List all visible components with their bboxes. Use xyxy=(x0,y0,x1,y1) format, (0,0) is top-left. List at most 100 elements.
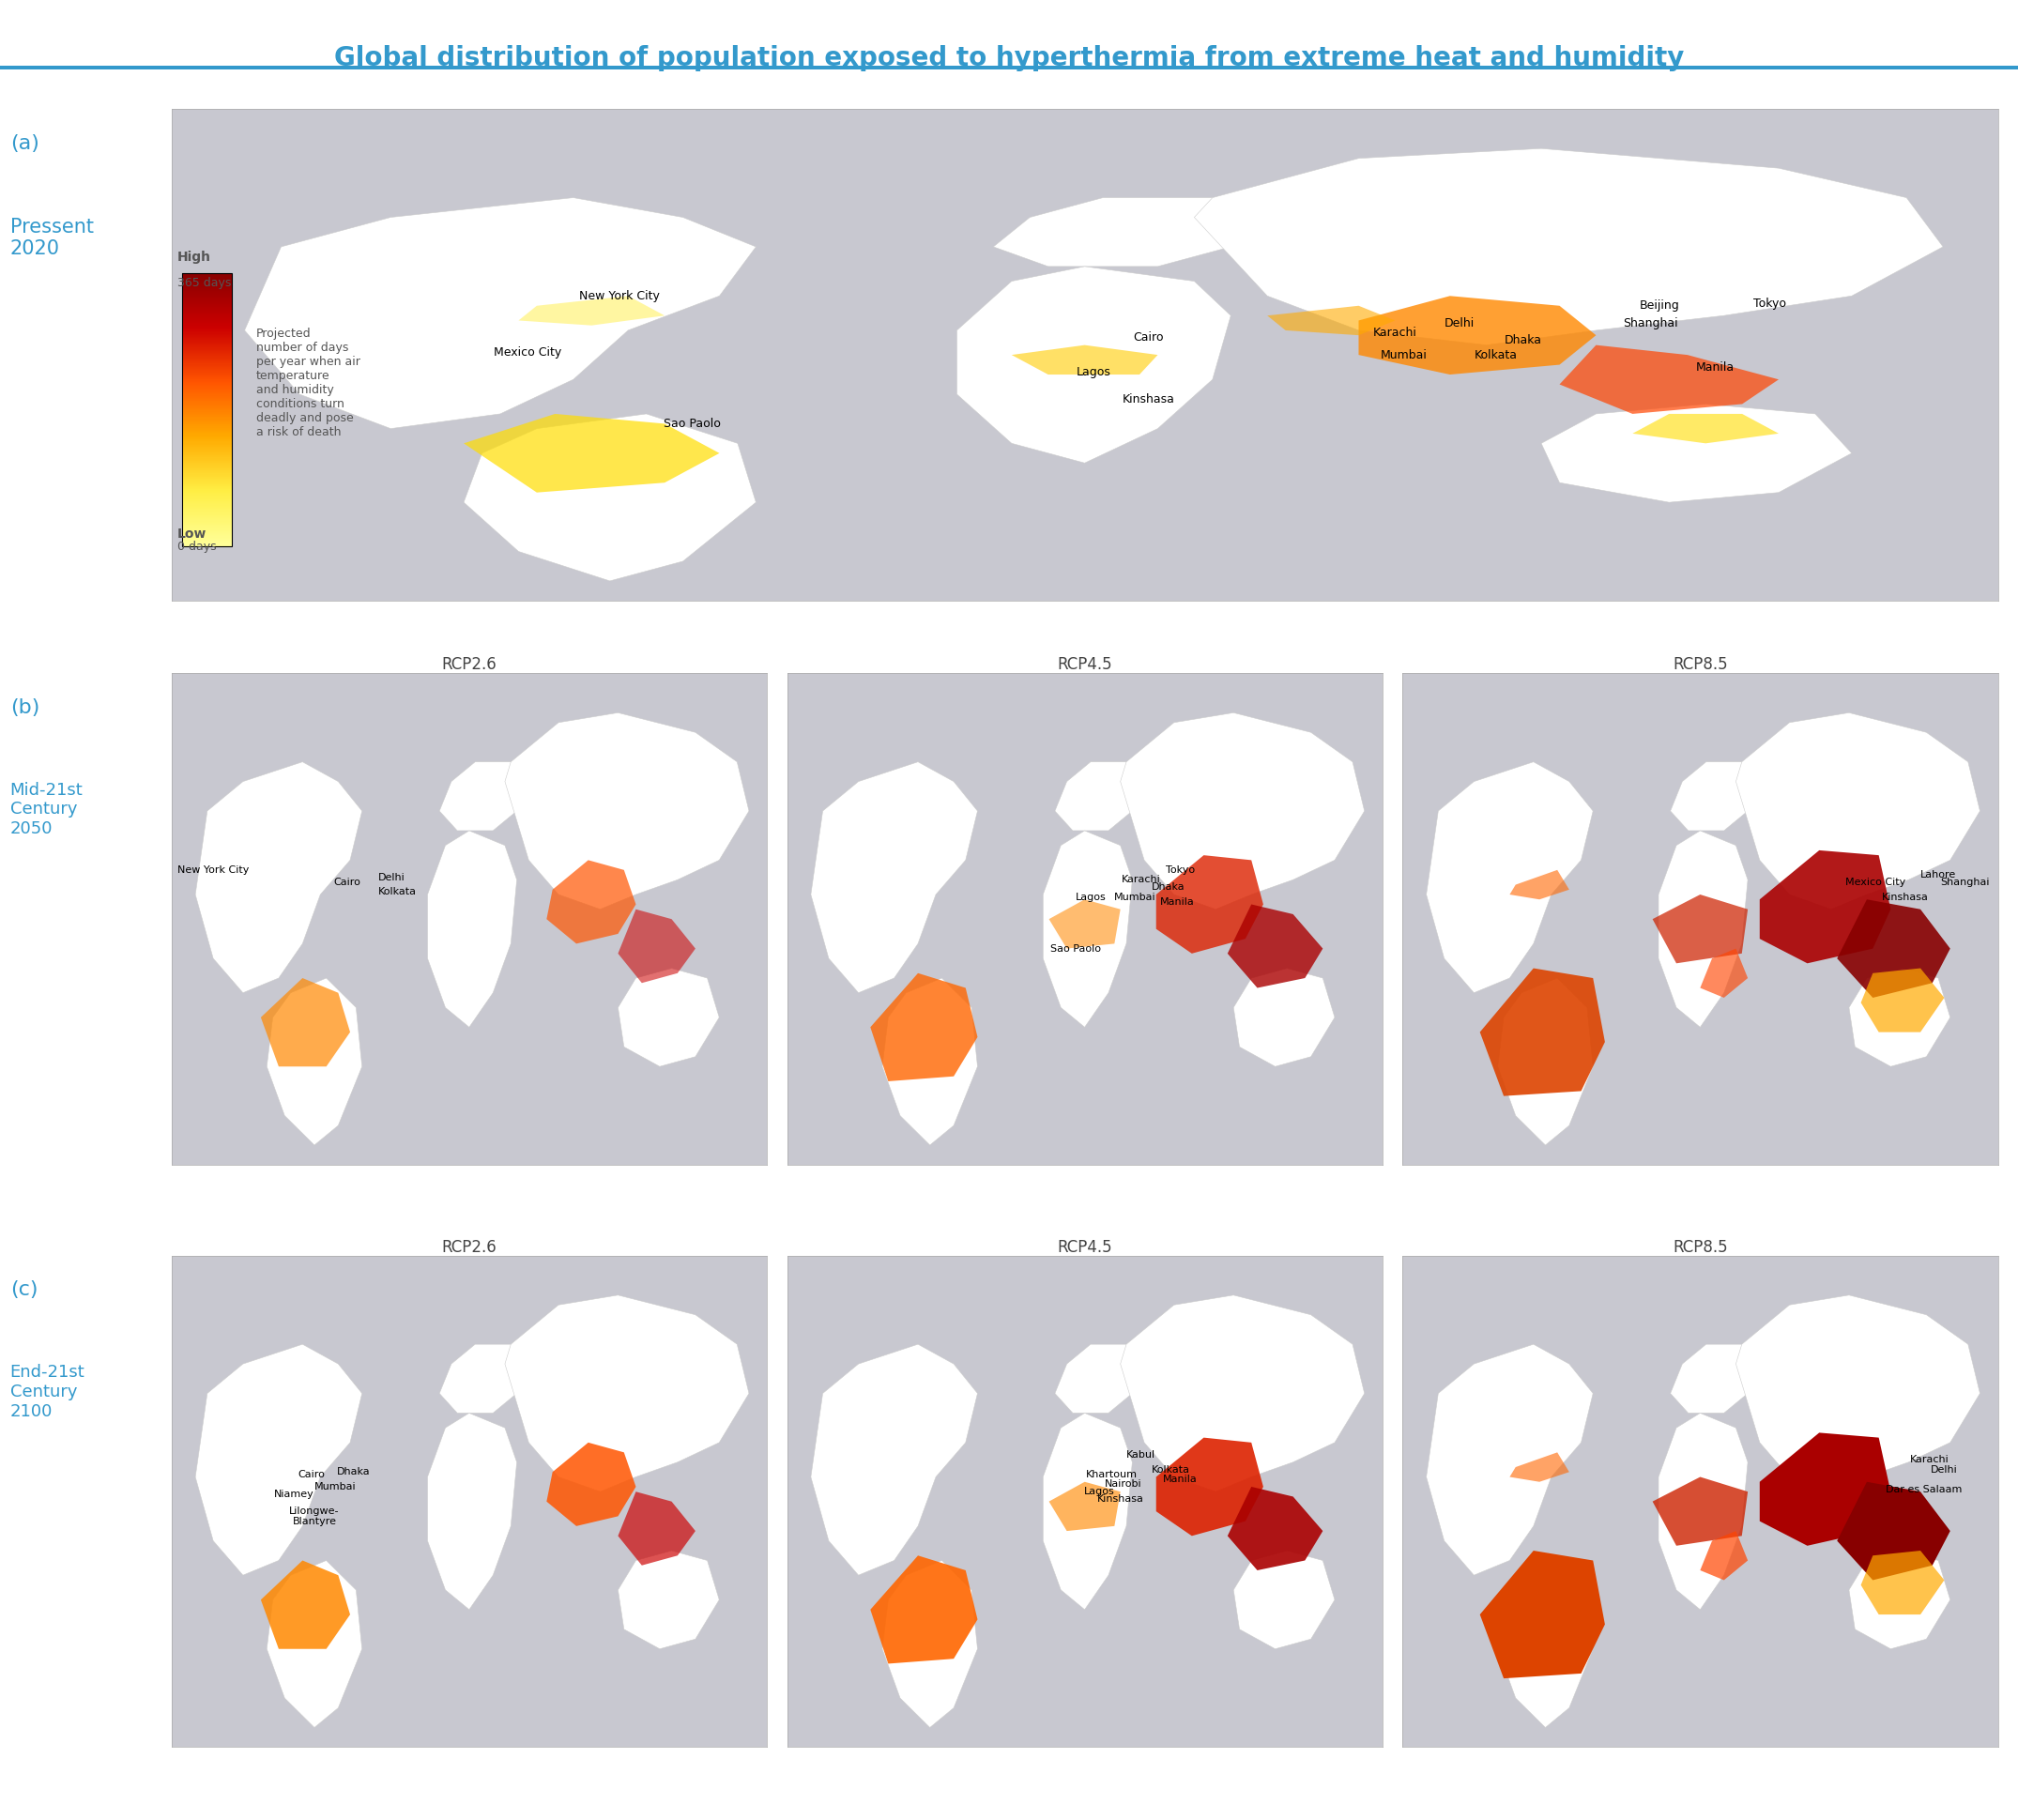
Text: Nairobi: Nairobi xyxy=(1104,1480,1142,1489)
Polygon shape xyxy=(618,1551,718,1649)
Polygon shape xyxy=(1509,1452,1570,1481)
Polygon shape xyxy=(1497,1560,1592,1727)
Polygon shape xyxy=(1735,713,1980,910)
Polygon shape xyxy=(1653,1478,1748,1545)
Polygon shape xyxy=(1848,968,1949,1067)
Polygon shape xyxy=(547,1443,636,1525)
Polygon shape xyxy=(1560,346,1778,413)
Polygon shape xyxy=(260,977,351,1067)
Polygon shape xyxy=(1055,1345,1144,1412)
Text: High: High xyxy=(178,251,212,264)
Polygon shape xyxy=(1049,1481,1120,1531)
Text: Mexico City: Mexico City xyxy=(494,346,561,359)
Polygon shape xyxy=(428,830,517,1026)
Polygon shape xyxy=(1358,297,1596,375)
Text: (c): (c) xyxy=(10,1281,38,1299)
Text: Pressent
2020: Pressent 2020 xyxy=(10,217,93,258)
Polygon shape xyxy=(1156,855,1263,954)
Polygon shape xyxy=(1233,968,1334,1067)
Text: Mumbai: Mumbai xyxy=(1380,349,1427,360)
Polygon shape xyxy=(464,413,757,581)
Polygon shape xyxy=(196,763,361,994)
Text: Mumbai: Mumbai xyxy=(1114,892,1156,901)
Polygon shape xyxy=(1227,905,1324,988)
Polygon shape xyxy=(1156,1438,1263,1536)
Polygon shape xyxy=(1699,1531,1748,1580)
Polygon shape xyxy=(1861,1551,1943,1614)
Polygon shape xyxy=(440,763,529,830)
Polygon shape xyxy=(266,1560,361,1727)
Title: RCP2.6: RCP2.6 xyxy=(442,657,496,673)
Polygon shape xyxy=(1633,413,1778,444)
Text: Cairo: Cairo xyxy=(1134,331,1164,344)
Text: Dhaka: Dhaka xyxy=(1152,883,1185,892)
Polygon shape xyxy=(1659,830,1748,1026)
Polygon shape xyxy=(1497,977,1592,1145)
Polygon shape xyxy=(1049,899,1120,948)
Text: Manila: Manila xyxy=(1160,897,1195,906)
Text: Kolkata: Kolkata xyxy=(1152,1465,1191,1474)
Polygon shape xyxy=(428,1412,517,1609)
Text: Manila: Manila xyxy=(1162,1474,1197,1483)
Polygon shape xyxy=(870,1556,977,1663)
Polygon shape xyxy=(811,763,977,994)
Polygon shape xyxy=(618,910,696,983)
Text: Kabul: Kabul xyxy=(1126,1451,1156,1460)
Polygon shape xyxy=(993,198,1267,266)
Text: Niamey: Niamey xyxy=(274,1489,313,1500)
Text: Delhi: Delhi xyxy=(377,872,406,883)
Polygon shape xyxy=(1671,763,1760,830)
Polygon shape xyxy=(519,297,664,326)
Polygon shape xyxy=(1043,1412,1132,1609)
Polygon shape xyxy=(1836,1481,1949,1580)
Polygon shape xyxy=(547,861,636,943)
Text: Sao Paolo: Sao Paolo xyxy=(664,417,720,430)
Polygon shape xyxy=(870,974,977,1081)
Text: Beijing: Beijing xyxy=(1641,300,1681,311)
Text: Kinshasa: Kinshasa xyxy=(1883,892,1929,901)
Text: Tokyo: Tokyo xyxy=(1754,297,1786,309)
Polygon shape xyxy=(618,1492,696,1565)
Polygon shape xyxy=(1836,899,1949,997)
Polygon shape xyxy=(504,713,749,910)
Text: Karachi: Karachi xyxy=(1372,326,1417,339)
Text: Manila: Manila xyxy=(1695,360,1733,373)
Title: RCP8.5: RCP8.5 xyxy=(1673,657,1727,673)
Polygon shape xyxy=(260,1560,351,1649)
Polygon shape xyxy=(882,977,977,1145)
Text: Dhaka: Dhaka xyxy=(337,1467,369,1476)
Title: RCP4.5: RCP4.5 xyxy=(1057,1239,1112,1256)
Text: 365 days: 365 days xyxy=(178,277,232,289)
Polygon shape xyxy=(1233,1551,1334,1649)
Polygon shape xyxy=(1659,1412,1748,1609)
Polygon shape xyxy=(811,1345,977,1576)
Title: RCP2.6: RCP2.6 xyxy=(442,1239,496,1256)
Polygon shape xyxy=(1195,149,1943,346)
Text: Dar es Salaam: Dar es Salaam xyxy=(1885,1485,1961,1494)
Polygon shape xyxy=(1120,1296,1364,1492)
Polygon shape xyxy=(1542,404,1853,502)
Polygon shape xyxy=(1653,894,1748,963)
Text: Cairo: Cairo xyxy=(299,1471,325,1480)
Text: Dhaka: Dhaka xyxy=(1503,335,1542,346)
Polygon shape xyxy=(504,1296,749,1492)
Polygon shape xyxy=(882,1560,977,1727)
Polygon shape xyxy=(618,968,718,1067)
Text: (a): (a) xyxy=(10,133,38,153)
Polygon shape xyxy=(957,266,1231,462)
Text: Shanghai: Shanghai xyxy=(1941,877,1990,886)
Text: Delhi: Delhi xyxy=(1445,317,1475,329)
Text: New York City: New York City xyxy=(178,864,248,875)
Text: Lagos: Lagos xyxy=(1076,892,1106,901)
Text: Kinshasa: Kinshasa xyxy=(1098,1494,1144,1503)
Text: 0 days: 0 days xyxy=(178,541,216,553)
Polygon shape xyxy=(1760,1432,1891,1545)
Polygon shape xyxy=(464,413,720,493)
Text: End-21st
Century
2100: End-21st Century 2100 xyxy=(10,1363,85,1420)
Text: New York City: New York City xyxy=(579,289,660,302)
Polygon shape xyxy=(1267,306,1394,335)
Text: (b): (b) xyxy=(10,697,40,717)
Polygon shape xyxy=(266,977,361,1145)
Polygon shape xyxy=(1055,763,1144,830)
Polygon shape xyxy=(1735,1296,1980,1492)
